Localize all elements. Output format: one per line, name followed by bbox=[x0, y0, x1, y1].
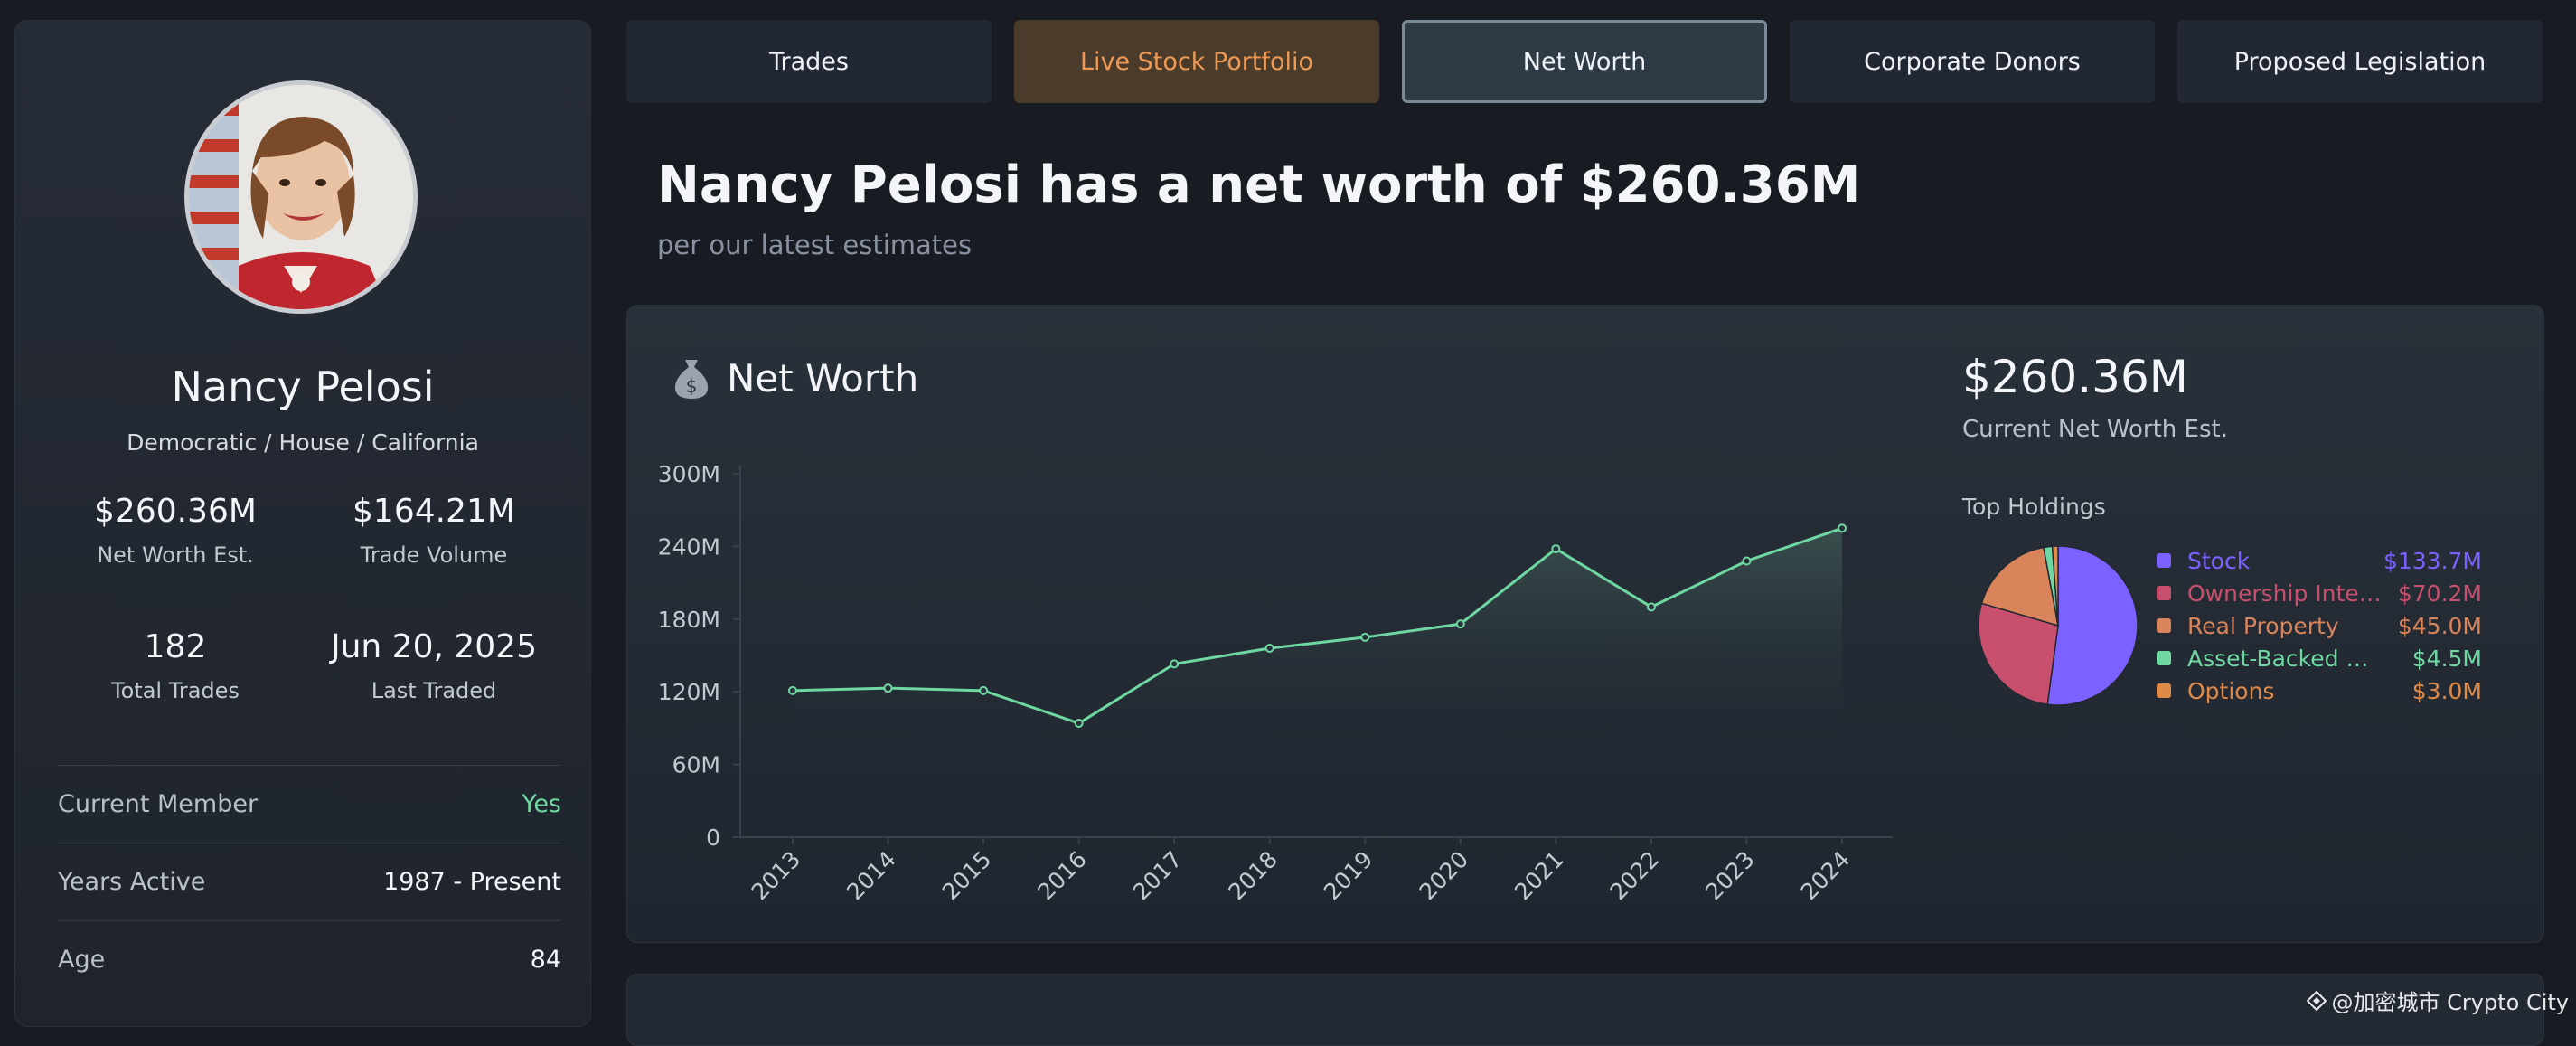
current-net-worth-value: $260.36M bbox=[1962, 351, 2188, 403]
diamond-logo-icon bbox=[2307, 991, 2327, 1011]
stat-value: $260.36M bbox=[40, 493, 311, 530]
stat-label: Last Traded bbox=[298, 678, 569, 703]
avatar-portrait bbox=[189, 85, 413, 309]
area-fill bbox=[793, 528, 1842, 729]
y-tick-label: 300M bbox=[658, 461, 720, 487]
stat-value: 182 bbox=[40, 628, 311, 665]
tab-net-worth[interactable]: Net Worth bbox=[1402, 20, 1767, 103]
stat-trade-volume: $164.21M Trade Volume bbox=[298, 493, 569, 568]
data-point[interactable] bbox=[1838, 524, 1846, 532]
legend-value: $4.5M bbox=[2412, 646, 2482, 672]
data-point[interactable] bbox=[1266, 645, 1274, 652]
legend-item[interactable]: Asset-Backed …$4.5M bbox=[2157, 642, 2482, 674]
watermark: @加密城市 Crypto City bbox=[2307, 985, 2569, 1016]
x-tick-label: 2016 bbox=[1032, 846, 1091, 905]
legend-swatch bbox=[2157, 683, 2171, 698]
stat-total-trades: 182 Total Trades bbox=[40, 628, 311, 703]
legend-value: $70.2M bbox=[2398, 580, 2482, 607]
tab-corporate-donors[interactable]: Corporate Donors bbox=[1790, 20, 2155, 103]
x-tick-label: 2020 bbox=[1415, 846, 1473, 905]
legend-swatch bbox=[2157, 586, 2171, 600]
legend-swatch bbox=[2157, 553, 2171, 568]
legend-swatch bbox=[2157, 651, 2171, 665]
legend-item[interactable]: Real Property$45.0M bbox=[2157, 609, 2482, 642]
legend-label: Real Property bbox=[2187, 613, 2398, 639]
top-holdings-label: Top Holdings bbox=[1962, 494, 2106, 520]
profile-sidebar: Nancy Pelosi Democratic / House / Califo… bbox=[14, 20, 591, 1027]
stat-net-worth: $260.36M Net Worth Est. bbox=[40, 493, 311, 568]
x-tick-label: 2019 bbox=[1319, 846, 1377, 905]
info-key: Age bbox=[58, 946, 105, 974]
legend-label: Stock bbox=[2187, 548, 2383, 574]
tab-proposed-legislation[interactable]: Proposed Legislation bbox=[2177, 20, 2543, 103]
data-point[interactable] bbox=[1552, 545, 1559, 552]
legend-item[interactable]: Ownership Inte…$70.2M bbox=[2157, 577, 2482, 609]
data-point[interactable] bbox=[980, 687, 987, 694]
legend-value: $45.0M bbox=[2398, 613, 2482, 639]
member-name: Nancy Pelosi bbox=[15, 363, 590, 411]
x-tick-label: 2013 bbox=[747, 846, 805, 905]
stat-value: Jun 20, 2025 bbox=[298, 628, 569, 665]
stat-label: Trade Volume bbox=[298, 542, 569, 568]
x-tick-label: 2024 bbox=[1796, 846, 1855, 905]
x-tick-label: 2015 bbox=[937, 846, 996, 905]
legend-label: Options bbox=[2187, 678, 2412, 704]
legend-value: $3.0M bbox=[2412, 678, 2482, 704]
net-worth-line-chart: 0 60M 120M 180M 240M 300M 2013 2014 2015 2016 2017… bbox=[627, 306, 1893, 944]
page-subtitle: per our latest estimates bbox=[657, 230, 972, 260]
stat-label: Net Worth Est. bbox=[40, 542, 311, 568]
info-row-current-member: Current Member Yes bbox=[58, 765, 561, 843]
y-tick-label: 120M bbox=[658, 679, 720, 705]
tab-live-stock-portfolio[interactable]: Live Stock Portfolio bbox=[1014, 20, 1379, 103]
info-key: Years Active bbox=[58, 868, 205, 896]
data-point[interactable] bbox=[1361, 634, 1368, 641]
x-tick-label: 2023 bbox=[1700, 846, 1759, 905]
page-title: Nancy Pelosi has a net worth of $260.36M bbox=[657, 155, 1860, 214]
watermark-text: @加密城市 Crypto City bbox=[2332, 985, 2569, 1016]
tab-trades[interactable]: Trades bbox=[626, 20, 992, 103]
info-row-age: Age 84 bbox=[58, 920, 561, 998]
legend-label: Ownership Inte… bbox=[2187, 580, 2398, 607]
y-tick-label: 0 bbox=[706, 825, 720, 851]
legend-label: Asset-Backed … bbox=[2187, 646, 2412, 672]
x-tick-label: 2021 bbox=[1509, 846, 1568, 905]
member-affiliation: Democratic / House / California bbox=[15, 429, 590, 456]
info-value: Yes bbox=[522, 790, 561, 818]
legend-value: $133.7M bbox=[2383, 548, 2482, 574]
data-point[interactable] bbox=[1743, 557, 1750, 564]
info-value: 84 bbox=[531, 946, 561, 974]
legend-item[interactable]: Stock$133.7M bbox=[2157, 544, 2482, 577]
stat-value: $164.21M bbox=[298, 493, 569, 530]
stat-last-traded: Jun 20, 2025 Last Traded bbox=[298, 628, 569, 703]
avatar bbox=[184, 80, 418, 314]
pie-slice-stock[interactable] bbox=[2047, 546, 2138, 705]
data-point[interactable] bbox=[789, 687, 796, 694]
data-point[interactable] bbox=[1170, 660, 1178, 667]
data-point[interactable] bbox=[1457, 620, 1464, 627]
secondary-card bbox=[626, 974, 2544, 1046]
y-tick-label: 60M bbox=[672, 752, 720, 778]
info-value: 1987 - Present bbox=[383, 868, 561, 896]
legend-swatch bbox=[2157, 618, 2171, 633]
x-tick-label: 2017 bbox=[1128, 846, 1187, 905]
legend-item[interactable]: Options$3.0M bbox=[2157, 674, 2482, 707]
info-row-years-active: Years Active 1987 - Present bbox=[58, 843, 561, 920]
top-holdings-pie-chart bbox=[1970, 537, 2147, 714]
x-tick-label: 2018 bbox=[1223, 846, 1282, 905]
current-net-worth-label: Current Net Worth Est. bbox=[1962, 416, 2228, 443]
y-tick-label: 240M bbox=[658, 533, 720, 560]
x-tick-label: 2014 bbox=[841, 846, 900, 905]
info-key: Current Member bbox=[58, 790, 258, 818]
data-point[interactable] bbox=[1648, 603, 1655, 610]
data-point[interactable] bbox=[1076, 720, 1083, 727]
y-tick-label: 180M bbox=[658, 607, 720, 633]
x-tick-label: 2022 bbox=[1605, 846, 1664, 905]
data-point[interactable] bbox=[885, 684, 892, 692]
stat-label: Total Trades bbox=[40, 678, 311, 703]
